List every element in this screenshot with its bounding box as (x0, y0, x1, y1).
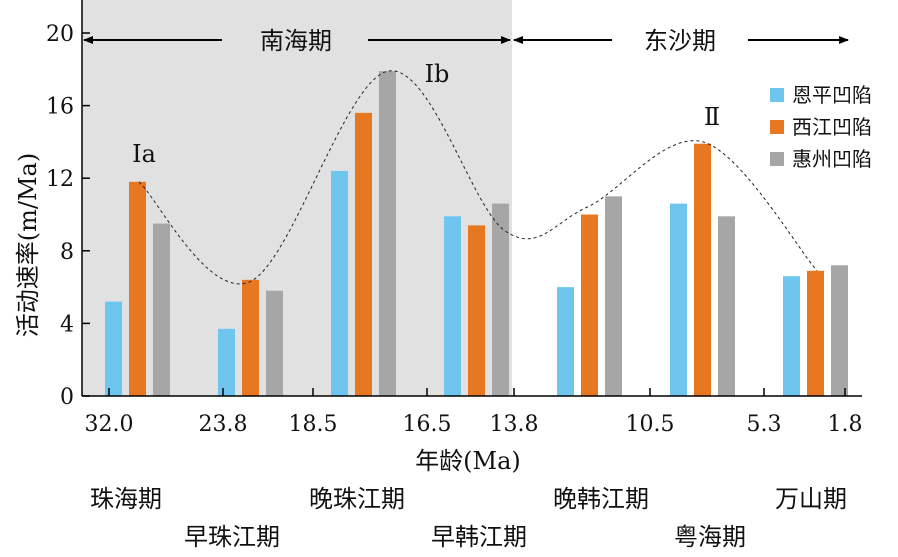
bar-3-4 (492, 203, 509, 396)
trend-curve-layer (138, 70, 818, 285)
period-label-nanhai: 南海期 (260, 27, 332, 55)
category-label-3: 晚珠江期 (309, 485, 405, 513)
bar-3-5 (605, 196, 622, 396)
x-tick-label-5: 13.8 (490, 412, 539, 437)
y-tick-label-4: 12 (46, 167, 74, 192)
legend-swatch-2 (770, 120, 784, 134)
x-axis-title: 年龄(Ma) (415, 447, 521, 475)
axes-layer: 0 4 8 12 16 20 32.0 23.8 18.5 16.5 13.8 10.5 5.3 1.8 活… (14, 0, 863, 475)
y-axis-title: 活动速率(m/Ma) (14, 153, 42, 337)
bar-2-7 (807, 270, 824, 396)
legend-label-3: 惠州凹陷 (792, 147, 872, 171)
bar-3-2 (266, 290, 283, 396)
category-label-4: 早韩江期 (431, 523, 527, 551)
bar-3-7 (831, 265, 848, 396)
x-tick-label-3: 18.5 (289, 412, 338, 437)
bar-3-1 (153, 223, 170, 396)
bar-1-5 (557, 287, 574, 396)
bar-2-3 (355, 112, 372, 397)
bar-1-2 (218, 328, 235, 396)
bar-2-4 (468, 225, 485, 396)
category-label-2: 早珠江期 (184, 523, 280, 551)
stage-label-1: Ⅰa (132, 140, 156, 168)
bar-1-1 (105, 301, 122, 396)
category-label-1: 珠海期 (90, 485, 162, 513)
legend-label-1: 恩平凹陷 (792, 83, 872, 107)
period-annotation-layer: 南海期 东沙期 (83, 27, 849, 55)
y-tick-label-3: 8 (60, 240, 74, 265)
bar-1-3 (331, 170, 348, 396)
y-tick-label-5: 16 (46, 95, 74, 120)
category-label-7: 万山期 (775, 485, 847, 513)
legend-label-2: 西江凹陷 (792, 115, 872, 139)
x-tick-label-2: 23.8 (199, 412, 248, 437)
category-label-6: 粤海期 (674, 523, 746, 551)
legend-swatch-3 (770, 152, 784, 166)
stage-label-3: Ⅱ (704, 103, 720, 131)
period-label-dongsha: 东沙期 (644, 27, 716, 55)
legend-swatch-1 (770, 88, 784, 102)
trend-curve (138, 70, 818, 285)
y-tick-label-6: 20 (46, 22, 74, 47)
x-tick-label-1: 32.0 (85, 412, 134, 437)
bar-2-5 (581, 214, 598, 396)
y-tick-label-2: 4 (60, 312, 74, 337)
bar-2-2 (242, 279, 259, 396)
bar-1-7 (783, 276, 800, 396)
x-tick-label-7: 5.3 (747, 412, 782, 437)
x-tick-label-6: 10.5 (626, 412, 675, 437)
category-label-5: 晚韩江期 (553, 485, 649, 513)
bar-2-6 (694, 143, 711, 396)
bar-1-6 (670, 203, 687, 396)
bar-1-4 (444, 216, 461, 396)
y-tick-label-1: 0 (60, 385, 74, 410)
bars-layer (105, 71, 848, 397)
x-tick-label-8: 1.8 (828, 412, 863, 437)
stage-label-2: Ⅰb (425, 60, 450, 88)
bar-3-6 (718, 216, 735, 396)
bar-3-3 (379, 71, 396, 397)
bar-2-1 (129, 181, 146, 396)
x-tick-label-4: 16.5 (403, 412, 452, 437)
